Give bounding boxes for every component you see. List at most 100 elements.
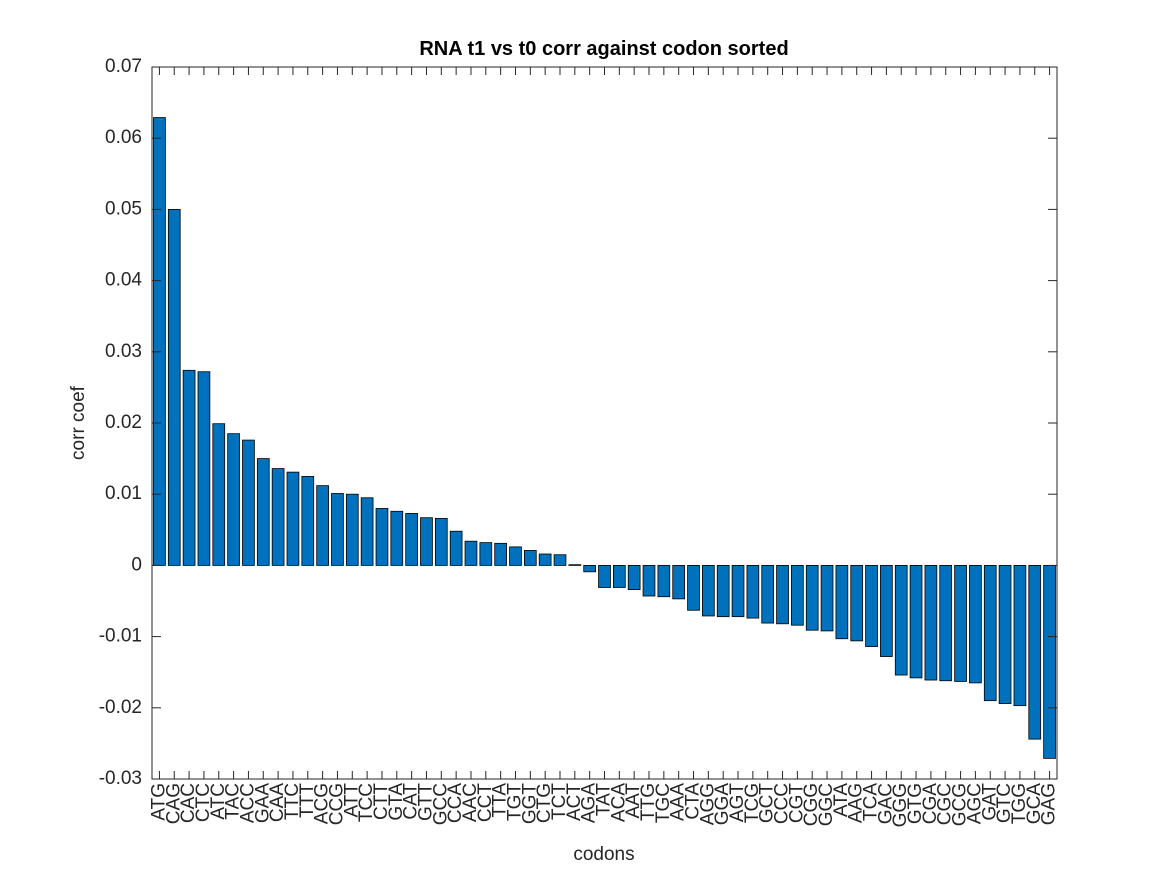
x-tick-label: CTT xyxy=(371,783,392,820)
bar xyxy=(894,565,908,676)
x-tick-label: ATT xyxy=(341,783,362,818)
bar xyxy=(1028,565,1042,740)
bar xyxy=(479,542,493,566)
x-tick-label: GAA xyxy=(252,783,273,823)
bar xyxy=(242,439,255,566)
x-tick-label: GAG xyxy=(1039,783,1060,825)
bar xyxy=(360,497,374,566)
x-tick-label: ACG xyxy=(312,783,333,824)
x-tick-label: ACA xyxy=(608,783,629,822)
x-tick-label: TGG xyxy=(1009,783,1030,824)
x-tick-label: CCT xyxy=(475,783,496,822)
x-tick-label: TTT xyxy=(297,783,318,818)
x-tick-label: CTG xyxy=(534,783,555,823)
x-tick-label: ATG xyxy=(148,783,169,821)
bar xyxy=(331,493,344,566)
bar xyxy=(672,565,686,600)
x-tick-label: ATA xyxy=(831,783,852,817)
x-tick-label: GTG xyxy=(905,783,926,824)
x-axis-label: codons xyxy=(573,844,634,865)
bar xyxy=(390,510,404,566)
x-tick-label: GAT xyxy=(979,783,1000,821)
bar xyxy=(835,565,849,640)
bar xyxy=(613,565,626,588)
y-tick-label: 0.06 xyxy=(105,127,142,148)
x-tick-label: TCT xyxy=(549,783,570,820)
bar xyxy=(420,517,433,566)
x-tick-label: ACT xyxy=(564,783,585,821)
bar xyxy=(909,565,923,679)
bar xyxy=(271,468,285,566)
x-tick-label: GCT xyxy=(757,783,778,824)
bar xyxy=(375,508,389,566)
bar xyxy=(212,423,226,566)
x-tick-label: TTC xyxy=(282,783,303,820)
bar xyxy=(538,553,552,566)
y-tick-label: 0.02 xyxy=(105,412,142,433)
bar xyxy=(449,530,463,566)
bar xyxy=(167,208,181,566)
bar xyxy=(716,565,730,618)
bar xyxy=(509,546,522,566)
x-tick-label: AGC xyxy=(964,783,985,824)
bar xyxy=(939,565,953,682)
bar xyxy=(286,471,300,566)
bar xyxy=(702,565,715,617)
x-tick-label: CAG xyxy=(163,783,184,824)
bar xyxy=(182,369,196,566)
bar xyxy=(983,565,997,702)
bar xyxy=(746,565,760,619)
x-tick-label: AAC xyxy=(460,783,481,822)
y-tick-label: 0.04 xyxy=(105,270,142,291)
y-tick-label: 0.07 xyxy=(105,56,142,77)
bar xyxy=(1043,565,1056,759)
x-tick-label: CAT xyxy=(401,783,422,820)
x-tick-label: CGG xyxy=(801,783,822,826)
bar xyxy=(153,117,166,566)
y-tick-label: 0 xyxy=(131,554,142,575)
bar xyxy=(523,550,537,566)
x-tick-label: TAC xyxy=(223,783,244,820)
bar xyxy=(924,565,938,681)
x-tick-label: CGA xyxy=(920,783,941,825)
bar xyxy=(969,565,982,684)
x-tick-label: TGC xyxy=(653,783,674,823)
bar xyxy=(434,518,448,566)
x-tick-label: CCC xyxy=(772,783,793,824)
x-tick-label: TCA xyxy=(861,783,882,821)
x-tick-label: ACC xyxy=(237,783,258,823)
y-tick-label: 0.01 xyxy=(105,483,142,504)
y-axis-label: corr coef xyxy=(68,385,89,460)
bar xyxy=(865,565,878,647)
x-tick-label: GGG xyxy=(890,783,911,827)
x-tick-label: GCA xyxy=(1024,783,1045,825)
bar xyxy=(627,565,641,591)
x-tick-label: TCG xyxy=(742,783,763,823)
x-tick-label: AAT xyxy=(623,783,644,819)
x-tick-label: CGC xyxy=(935,783,956,825)
bar xyxy=(1013,565,1027,707)
x-tick-label: GTT xyxy=(415,783,436,821)
bar xyxy=(568,564,582,566)
x-tick-label: GAC xyxy=(875,783,896,824)
bar xyxy=(791,565,804,626)
y-tick-label: -0.01 xyxy=(99,626,142,647)
bar xyxy=(316,485,329,566)
bar xyxy=(687,565,700,611)
bar xyxy=(405,513,418,566)
x-tick-label: GGA xyxy=(712,783,733,826)
x-tick-label: AGA xyxy=(579,783,600,823)
bar xyxy=(657,565,671,598)
y-tick-label: -0.03 xyxy=(99,768,142,789)
x-tick-label: TAT xyxy=(594,783,615,816)
x-tick-label: GGT xyxy=(519,783,540,825)
bar xyxy=(197,371,211,566)
axes-box xyxy=(151,66,1058,780)
x-tick-label: AGG xyxy=(697,783,718,825)
bar xyxy=(776,565,789,625)
x-tick-label: CAA xyxy=(267,783,288,822)
bar xyxy=(880,565,893,657)
x-tick-label: TTG xyxy=(638,783,659,821)
bar xyxy=(954,565,967,682)
